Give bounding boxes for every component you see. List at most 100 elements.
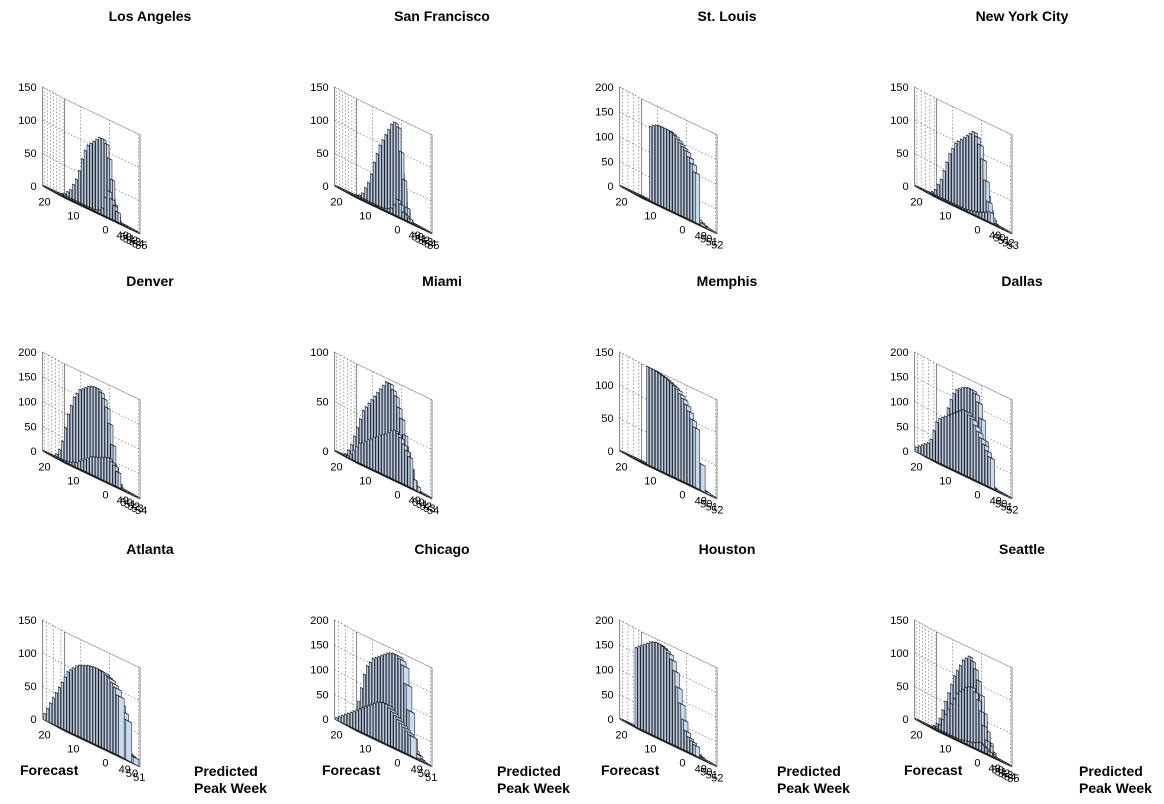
- bar-side: [93, 141, 95, 212]
- bar-side: [963, 137, 965, 211]
- bar-side: [394, 122, 396, 216]
- x-tick-label: 10: [644, 211, 656, 223]
- bar-side: [693, 427, 695, 488]
- z-tick-label: 100: [595, 132, 613, 144]
- bar-side: [79, 389, 81, 469]
- z-tick-label: 0: [607, 446, 613, 458]
- grid-line: [43, 377, 65, 389]
- z-tick-label: 150: [18, 615, 36, 627]
- chart-panel: Los Angeles 0 50 100 150 0 10 20 49 50 51 52 53 54 55: [8, 0, 292, 260]
- bar-side: [681, 146, 683, 217]
- bar-face: [990, 457, 994, 489]
- x-tick-label: 0: [974, 489, 980, 501]
- bar-side: [927, 442, 929, 458]
- bar-side: [393, 204, 395, 215]
- chart-panel: San Francisco 0 50 100 150 0 10 20 49 50 51 52 53 54 5…: [300, 0, 584, 260]
- bar-side: [408, 456, 410, 487]
- z-tick-label: 50: [896, 421, 908, 433]
- bar-side: [107, 190, 109, 218]
- bars: [335, 381, 431, 498]
- bar-side: [981, 158, 983, 219]
- bar-side: [373, 437, 375, 471]
- bar-side: [396, 433, 398, 482]
- bar-side: [390, 430, 392, 479]
- bar-side: [661, 375, 663, 472]
- bar-side: [667, 380, 669, 475]
- bar-face: [414, 479, 417, 491]
- z-tick-label: 150: [890, 372, 908, 384]
- bar-side: [693, 172, 695, 223]
- bar-side: [98, 457, 100, 479]
- bar-side: [670, 383, 672, 477]
- bar-side: [75, 179, 77, 203]
- bar-side: [81, 158, 83, 205]
- bar-side: [940, 179, 942, 200]
- z-tick-label: 100: [18, 397, 36, 409]
- x-tick-label: 10: [67, 211, 79, 223]
- bar-side: [652, 369, 654, 468]
- bar-side: [655, 371, 657, 469]
- bars: [915, 131, 1011, 234]
- bar-side: [956, 411, 958, 472]
- week-tick-label: 55: [427, 240, 439, 252]
- bar-side: [353, 450, 355, 461]
- z-tick-label: 50: [601, 413, 613, 425]
- bar-side: [972, 131, 974, 215]
- grid-line: [620, 112, 642, 124]
- week-tick-label: 55: [135, 240, 147, 252]
- bar-side: [978, 144, 980, 218]
- bar-side: [968, 414, 970, 477]
- bar-side: [681, 398, 683, 482]
- z-tick-label: 50: [316, 148, 328, 160]
- chart-plot: 0501001502000102049505152: [880, 265, 1164, 525]
- bar-side: [687, 411, 689, 485]
- bar-side: [658, 125, 660, 205]
- chart-panel: Denver 0 50 100 150 200 0 10 20 49 50 51 52 53 54: [8, 265, 292, 525]
- bar-side: [679, 393, 681, 480]
- z-tick-label: 100: [595, 380, 613, 392]
- week-tick-label: 52: [711, 505, 723, 517]
- bar-side: [110, 198, 112, 219]
- bar-face: [410, 457, 413, 488]
- bar-side: [655, 125, 657, 204]
- bar-side: [676, 389, 678, 479]
- bar-side: [99, 137, 101, 214]
- bar-side: [650, 368, 652, 467]
- bar-side: [379, 145, 381, 209]
- bar-side: [974, 425, 976, 481]
- x-tick-label: 10: [939, 476, 951, 488]
- x-tick-label: 20: [615, 462, 627, 474]
- z-tick-label: 0: [30, 714, 36, 726]
- x-tick-label: 0: [679, 224, 685, 236]
- chart-panel: Miami 0 50 100 0 10 20 49 50 51 52 53 54: [300, 265, 584, 525]
- grid-line: [43, 352, 65, 364]
- bar-side: [396, 199, 398, 217]
- bar-side: [953, 413, 955, 471]
- bar-side: [942, 417, 944, 465]
- bar-side: [949, 153, 951, 204]
- bar-side: [687, 156, 689, 219]
- bar-face: [118, 212, 121, 223]
- bar-side: [93, 456, 95, 476]
- bar-side: [81, 460, 83, 471]
- z-tick-label: 200: [890, 347, 908, 359]
- chart-panel: Dallas 0 50 100 150 200 0 10 20 49 50 51 52: [880, 265, 1164, 525]
- x-tick-label: 10: [644, 476, 656, 488]
- bar-side: [361, 442, 363, 465]
- bar-side: [84, 458, 86, 472]
- bar-side: [664, 377, 666, 473]
- bar-side: [110, 461, 112, 484]
- z-tick-label: 50: [24, 148, 36, 160]
- z-tick-label: 50: [601, 156, 613, 168]
- bar-side: [73, 397, 75, 468]
- x-tick-label: 0: [974, 224, 980, 236]
- x-tick-label: 20: [615, 197, 627, 209]
- chart-plot: 0501001500102049505152: [585, 265, 869, 525]
- bar-side: [943, 170, 945, 201]
- bar-side: [960, 139, 962, 210]
- z-tick-label: 150: [595, 347, 613, 359]
- bars: [335, 122, 431, 234]
- bar-side: [962, 409, 964, 475]
